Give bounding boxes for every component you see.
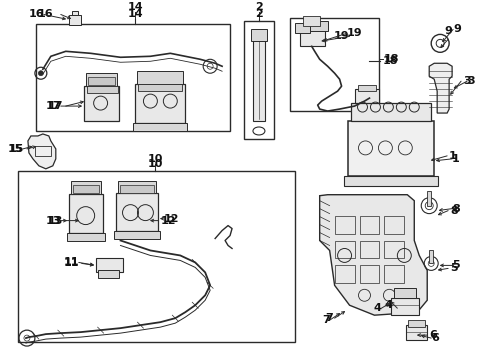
Bar bbox=[299, 26, 324, 46]
Polygon shape bbox=[28, 134, 56, 169]
Polygon shape bbox=[428, 63, 451, 113]
Text: 5: 5 bbox=[451, 260, 459, 270]
Circle shape bbox=[38, 71, 43, 76]
Text: 2: 2 bbox=[255, 9, 262, 19]
Text: 9: 9 bbox=[443, 26, 451, 36]
Bar bbox=[244, 22, 273, 139]
Text: 6: 6 bbox=[428, 330, 436, 340]
Text: 8: 8 bbox=[451, 204, 459, 213]
Bar bbox=[73, 185, 99, 193]
Bar bbox=[390, 298, 418, 315]
Text: 13: 13 bbox=[47, 216, 62, 226]
Bar bbox=[250, 30, 266, 41]
Bar bbox=[119, 185, 154, 193]
Bar bbox=[72, 12, 78, 15]
Bar bbox=[18, 171, 294, 342]
Bar bbox=[36, 24, 229, 131]
Bar bbox=[428, 251, 432, 264]
Bar bbox=[135, 84, 185, 123]
Text: 4: 4 bbox=[373, 303, 381, 313]
Text: 11: 11 bbox=[63, 257, 79, 267]
Bar bbox=[252, 36, 264, 121]
Text: 18: 18 bbox=[383, 54, 398, 64]
Bar bbox=[117, 181, 156, 193]
Bar bbox=[406, 325, 427, 340]
Bar bbox=[289, 18, 379, 111]
Bar bbox=[357, 85, 376, 91]
Bar bbox=[138, 84, 182, 91]
Text: 7: 7 bbox=[324, 313, 332, 323]
Bar bbox=[71, 181, 101, 194]
Bar bbox=[347, 121, 433, 176]
Text: 3: 3 bbox=[466, 76, 474, 86]
Bar bbox=[334, 216, 354, 234]
Bar bbox=[407, 320, 425, 327]
Text: 19: 19 bbox=[333, 31, 348, 41]
Bar bbox=[113, 230, 160, 239]
Text: 10: 10 bbox=[147, 154, 163, 164]
Text: 2: 2 bbox=[255, 3, 262, 13]
Text: 14: 14 bbox=[127, 9, 143, 19]
Bar bbox=[309, 22, 327, 31]
Bar bbox=[359, 265, 379, 283]
Bar bbox=[343, 176, 437, 186]
Text: 12: 12 bbox=[160, 216, 176, 226]
Text: 7: 7 bbox=[321, 315, 329, 325]
Polygon shape bbox=[319, 195, 427, 315]
Bar bbox=[85, 73, 116, 86]
Text: 14: 14 bbox=[127, 3, 143, 13]
Bar bbox=[67, 233, 104, 240]
Bar bbox=[334, 265, 354, 283]
Text: 16: 16 bbox=[28, 9, 44, 19]
Text: 3: 3 bbox=[462, 76, 470, 86]
Bar bbox=[334, 240, 354, 258]
Text: 10: 10 bbox=[147, 159, 163, 169]
Bar bbox=[115, 193, 158, 230]
Text: 19: 19 bbox=[346, 28, 362, 39]
Text: 16: 16 bbox=[38, 9, 54, 19]
Bar bbox=[359, 216, 379, 234]
Text: 17: 17 bbox=[45, 101, 61, 111]
Bar bbox=[98, 270, 118, 278]
Bar bbox=[393, 288, 415, 298]
Bar bbox=[35, 146, 51, 156]
Text: 13: 13 bbox=[45, 216, 61, 226]
Bar bbox=[294, 23, 309, 33]
Text: 9: 9 bbox=[452, 24, 460, 35]
Text: 1: 1 bbox=[448, 151, 456, 161]
Bar bbox=[427, 191, 430, 206]
Text: 11: 11 bbox=[63, 258, 79, 269]
Bar bbox=[137, 71, 183, 84]
Text: 6: 6 bbox=[430, 333, 438, 343]
Bar bbox=[86, 86, 117, 93]
Text: 18: 18 bbox=[382, 56, 397, 66]
Text: 1: 1 bbox=[451, 154, 459, 164]
Bar bbox=[384, 216, 404, 234]
Text: 15: 15 bbox=[9, 144, 24, 154]
Text: 5: 5 bbox=[449, 264, 457, 273]
Bar bbox=[384, 240, 404, 258]
Bar bbox=[302, 17, 319, 26]
Bar bbox=[87, 77, 114, 85]
Bar bbox=[359, 240, 379, 258]
Bar bbox=[69, 194, 102, 233]
Bar bbox=[133, 123, 187, 131]
Bar bbox=[384, 265, 404, 283]
Bar bbox=[350, 103, 430, 121]
Text: 4: 4 bbox=[384, 300, 391, 310]
Bar bbox=[69, 15, 81, 26]
Bar bbox=[83, 86, 118, 121]
Text: 15: 15 bbox=[7, 144, 23, 154]
Text: 12: 12 bbox=[163, 213, 179, 224]
Bar bbox=[96, 258, 122, 273]
Bar bbox=[354, 89, 379, 106]
Text: 17: 17 bbox=[47, 101, 62, 111]
Text: 8: 8 bbox=[449, 206, 457, 216]
